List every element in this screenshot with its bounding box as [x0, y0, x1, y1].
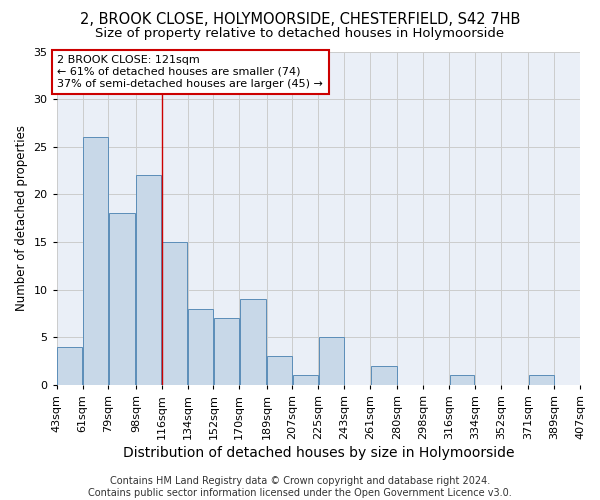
Bar: [319, 338, 344, 385]
Bar: [529, 376, 554, 385]
Text: Contains HM Land Registry data © Crown copyright and database right 2024.
Contai: Contains HM Land Registry data © Crown c…: [88, 476, 512, 498]
Bar: [136, 176, 161, 385]
X-axis label: Distribution of detached houses by size in Holymoorside: Distribution of detached houses by size …: [122, 446, 514, 460]
Text: 2, BROOK CLOSE, HOLYMOORSIDE, CHESTERFIELD, S42 7HB: 2, BROOK CLOSE, HOLYMOORSIDE, CHESTERFIE…: [80, 12, 520, 28]
Text: 2 BROOK CLOSE: 121sqm
← 61% of detached houses are smaller (74)
37% of semi-deta: 2 BROOK CLOSE: 121sqm ← 61% of detached …: [58, 56, 323, 88]
Bar: [267, 356, 292, 385]
Bar: [371, 366, 397, 385]
Bar: [293, 376, 318, 385]
Bar: [450, 376, 475, 385]
Bar: [240, 299, 266, 385]
Bar: [162, 242, 187, 385]
Bar: [109, 214, 135, 385]
Text: Size of property relative to detached houses in Holymoorside: Size of property relative to detached ho…: [95, 28, 505, 40]
Y-axis label: Number of detached properties: Number of detached properties: [15, 125, 28, 311]
Bar: [214, 318, 239, 385]
Bar: [57, 347, 82, 385]
Bar: [83, 137, 108, 385]
Bar: [188, 308, 213, 385]
